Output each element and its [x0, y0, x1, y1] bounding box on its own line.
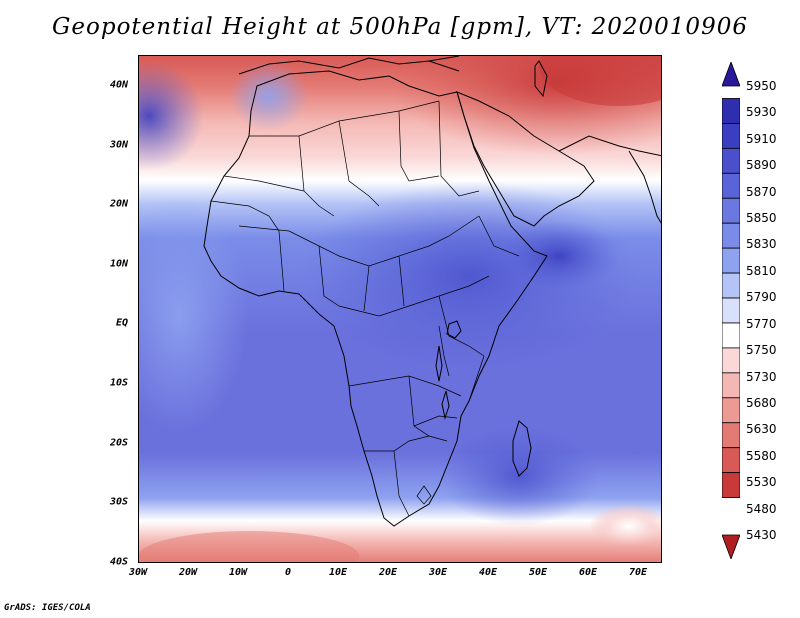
footer-credit: GrADS: IGES/COLA [4, 603, 91, 613]
colorbar-level-label: 5680 [746, 395, 777, 410]
south-indian-trough [589, 504, 661, 548]
coastlines [203, 56, 661, 527]
colorbar-level-label: 5580 [746, 448, 777, 463]
lon-tick-label: 50E [528, 567, 548, 578]
colorbar-level-label: 5530 [746, 475, 777, 490]
lat-tick-label: 20S [109, 437, 128, 449]
colorbar-level-label: 5750 [746, 343, 777, 358]
colorbar-swatch [722, 197, 740, 224]
lat-tick-label: 10N [109, 258, 128, 270]
lon-tick-label: 60E [578, 567, 598, 578]
lat-tick-label: 30S [109, 496, 128, 508]
colorbar-level-label: 5910 [746, 131, 777, 146]
colorbar-swatch [722, 172, 740, 199]
colorbar-level-label: 5870 [746, 184, 777, 199]
lon-tick-label: 10W [228, 567, 248, 578]
colorbar-swatch [722, 297, 740, 324]
colorbar-level-label: 5630 [746, 422, 777, 437]
lat-tick-label: 10S [109, 377, 128, 389]
lat-tick-label: 40N [109, 79, 128, 91]
colorbar-swatch [722, 372, 740, 399]
south-atlantic-trough [139, 531, 359, 562]
colorbar [722, 62, 740, 559]
colorbar-swatch [722, 147, 740, 174]
geopotential-map-svg [139, 56, 661, 562]
colorbar-level-label: 5830 [746, 237, 777, 252]
colorbar-swatch [722, 322, 740, 349]
colorbar-swatch [722, 247, 740, 274]
colorbar-swatch [722, 98, 740, 124]
colorbar-swatch [722, 272, 740, 299]
lon-tick-label: 20E [378, 567, 398, 578]
map-plot-area [138, 55, 662, 563]
colorbar-swatch [722, 472, 740, 498]
colorbar-level-label: 5730 [746, 369, 777, 384]
lat-tick-label: 30N [109, 139, 128, 151]
lon-tick-label: 30E [428, 567, 448, 578]
colorbar-level-label: 5430 [746, 528, 777, 542]
west-med-high-region [229, 61, 309, 131]
lon-tick-label: 70E [628, 567, 648, 578]
colorbar-level-label: 5930 [746, 105, 777, 120]
atlantic-high-region [139, 61, 204, 171]
lat-tick-label: 20N [109, 198, 128, 210]
arabian-sea-high-region [499, 221, 619, 291]
colorbar-level-label: 5770 [746, 316, 777, 331]
colorbar-swatch [722, 397, 740, 424]
colorbar-swatch [722, 347, 740, 374]
north-deep-region [539, 56, 661, 106]
colorbar-swatch [722, 123, 740, 149]
map-title: Geopotential Height at 500hPa [gpm], VT:… [52, 14, 748, 40]
colorbar-level-label: 5950 [746, 79, 777, 93]
lat-tick-label: 40S [109, 556, 128, 568]
lat-tick-label: EQ [115, 317, 128, 329]
lakes [435, 320, 462, 420]
colorbar-swatch [722, 447, 740, 474]
lon-tick-label: 0 [284, 567, 292, 578]
colorbar-level-label: 5810 [746, 263, 777, 278]
colorbar-level-label: 5790 [746, 290, 777, 305]
lon-tick-label: 30W [128, 567, 148, 578]
colorbar-swatch [722, 422, 740, 449]
atlantic-light-region [139, 196, 249, 436]
colorbar-swatch [722, 62, 740, 87]
colorbar-swatch [722, 222, 740, 249]
colorbar-swatch [722, 534, 740, 559]
lon-tick-label: 20W [178, 567, 198, 578]
lon-tick-label: 40E [478, 567, 498, 578]
colorbar-level-label: 5480 [746, 501, 777, 516]
lon-tick-label: 10E [328, 567, 348, 578]
country-borders [210, 100, 520, 517]
colorbar-level-label: 5890 [746, 158, 777, 173]
colorbar-level-label: 5850 [746, 211, 777, 226]
